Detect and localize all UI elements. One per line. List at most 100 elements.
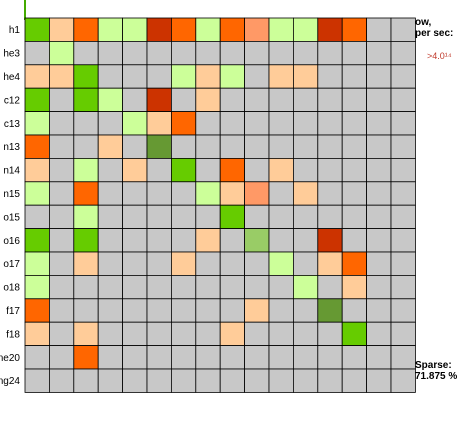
grid-cell-f18-13[interactable] — [341, 321, 368, 347]
grid-cell-ne20-14[interactable] — [366, 345, 392, 370]
grid-cell-ng24-11[interactable] — [292, 368, 319, 393]
grid-cell-o15-11[interactable] — [292, 204, 319, 229]
grid-cell-o18-6[interactable] — [170, 274, 197, 300]
grid-cell-c13-8[interactable] — [219, 111, 245, 136]
grid-cell-o17-4[interactable] — [122, 251, 148, 276]
grid-cell-he4-9[interactable] — [244, 64, 270, 89]
grid-cell-o15-9[interactable] — [244, 204, 270, 229]
grid-cell-f18-1[interactable] — [49, 321, 75, 347]
grid-cell-he3-14[interactable] — [366, 41, 392, 66]
grid-cell-h1-9[interactable] — [244, 17, 270, 42]
grid-cell-f17-13[interactable] — [341, 298, 368, 323]
grid-cell-ng24-15[interactable] — [390, 368, 416, 393]
grid-cell-o18-3[interactable] — [97, 274, 123, 300]
grid-cell-n13-5[interactable] — [146, 134, 172, 159]
grid-cell-ne20-15[interactable] — [390, 345, 416, 370]
grid-cell-f18-14[interactable] — [366, 321, 392, 347]
grid-cell-n13-11[interactable] — [292, 134, 319, 159]
grid-cell-n14-6[interactable] — [170, 157, 197, 183]
grid-cell-he4-10[interactable] — [268, 64, 294, 89]
grid-cell-o18-13[interactable] — [341, 274, 368, 300]
grid-cell-f18-6[interactable] — [170, 321, 197, 347]
grid-cell-o15-6[interactable] — [170, 204, 197, 229]
grid-cell-o17-2[interactable] — [73, 251, 99, 276]
grid-cell-c13-13[interactable] — [341, 111, 368, 136]
grid-cell-o17-12[interactable] — [317, 251, 343, 276]
grid-cell-n15-3[interactable] — [97, 181, 123, 206]
grid-cell-n15-13[interactable] — [341, 181, 368, 206]
grid-cell-ng24-14[interactable] — [366, 368, 392, 393]
grid-cell-n15-14[interactable] — [366, 181, 392, 206]
grid-cell-he4-6[interactable] — [170, 64, 197, 89]
grid-cell-o16-11[interactable] — [292, 228, 319, 253]
grid-cell-n13-12[interactable] — [317, 134, 343, 159]
grid-cell-ng24-1[interactable] — [49, 368, 75, 393]
grid-cell-he3-11[interactable] — [292, 41, 319, 66]
grid-cell-he3-0[interactable] — [24, 41, 50, 66]
grid-cell-ne20-9[interactable] — [244, 345, 270, 370]
grid-cell-o15-10[interactable] — [268, 204, 294, 229]
grid-cell-he4-14[interactable] — [366, 64, 392, 89]
grid-cell-ng24-9[interactable] — [244, 368, 270, 393]
grid-cell-o17-7[interactable] — [195, 251, 221, 276]
grid-cell-o16-9[interactable] — [244, 228, 270, 253]
grid-cell-n13-2[interactable] — [73, 134, 99, 159]
grid-cell-f17-9[interactable] — [244, 298, 270, 323]
grid-cell-n14-13[interactable] — [341, 157, 368, 183]
grid-cell-ng24-3[interactable] — [97, 368, 123, 393]
grid-cell-c13-15[interactable] — [390, 111, 416, 136]
grid-cell-c12-0[interactable] — [24, 87, 50, 112]
grid-cell-h1-0[interactable] — [24, 17, 50, 42]
grid-cell-c13-9[interactable] — [244, 111, 270, 136]
grid-cell-o16-13[interactable] — [341, 228, 368, 253]
grid-cell-o16-12[interactable] — [317, 228, 343, 253]
grid-cell-o18-9[interactable] — [244, 274, 270, 300]
grid-cell-f18-5[interactable] — [146, 321, 172, 347]
grid-cell-o16-8[interactable] — [219, 228, 245, 253]
grid-cell-n14-10[interactable] — [268, 157, 294, 183]
grid-cell-ne20-7[interactable] — [195, 345, 221, 370]
grid-cell-f17-8[interactable] — [219, 298, 245, 323]
grid-cell-c12-6[interactable] — [170, 87, 197, 112]
grid-cell-c12-11[interactable] — [292, 87, 319, 112]
grid-cell-n14-3[interactable] — [97, 157, 123, 183]
grid-cell-he4-4[interactable] — [122, 64, 148, 89]
grid-cell-o16-14[interactable] — [366, 228, 392, 253]
grid-cell-o15-3[interactable] — [97, 204, 123, 229]
grid-cell-f17-14[interactable] — [366, 298, 392, 323]
grid-cell-h1-14[interactable] — [366, 17, 392, 42]
grid-cell-o18-15[interactable] — [390, 274, 416, 300]
grid-cell-o16-0[interactable] — [24, 228, 50, 253]
grid-cell-o17-5[interactable] — [146, 251, 172, 276]
grid-cell-o17-11[interactable] — [292, 251, 319, 276]
grid-cell-h1-5[interactable] — [146, 17, 172, 42]
grid-cell-h1-7[interactable] — [195, 17, 221, 42]
grid-cell-he4-11[interactable] — [292, 64, 319, 89]
grid-cell-f18-9[interactable] — [244, 321, 270, 347]
grid-cell-c12-1[interactable] — [49, 87, 75, 112]
grid-cell-o16-3[interactable] — [97, 228, 123, 253]
grid-cell-o16-6[interactable] — [170, 228, 197, 253]
grid-cell-o18-1[interactable] — [49, 274, 75, 300]
grid-cell-c13-5[interactable] — [146, 111, 172, 136]
grid-cell-c13-12[interactable] — [317, 111, 343, 136]
grid-cell-c13-6[interactable] — [170, 111, 197, 136]
grid-cell-n14-11[interactable] — [292, 157, 319, 183]
grid-cell-ng24-5[interactable] — [146, 368, 172, 393]
grid-cell-n13-1[interactable] — [49, 134, 75, 159]
grid-cell-he4-12[interactable] — [317, 64, 343, 89]
grid-cell-n14-0[interactable] — [24, 157, 50, 183]
grid-cell-n13-4[interactable] — [122, 134, 148, 159]
grid-cell-h1-10[interactable] — [268, 17, 294, 42]
grid-cell-c13-7[interactable] — [195, 111, 221, 136]
grid-cell-n15-8[interactable] — [219, 181, 245, 206]
grid-cell-n14-8[interactable] — [219, 157, 245, 183]
grid-cell-f17-2[interactable] — [73, 298, 99, 323]
grid-cell-ne20-0[interactable] — [24, 345, 50, 370]
grid-cell-ng24-2[interactable] — [73, 368, 99, 393]
grid-cell-ng24-7[interactable] — [195, 368, 221, 393]
grid-cell-c13-1[interactable] — [49, 111, 75, 136]
grid-cell-ne20-8[interactable] — [219, 345, 245, 370]
grid-cell-f17-4[interactable] — [122, 298, 148, 323]
grid-cell-h1-13[interactable] — [341, 17, 368, 42]
